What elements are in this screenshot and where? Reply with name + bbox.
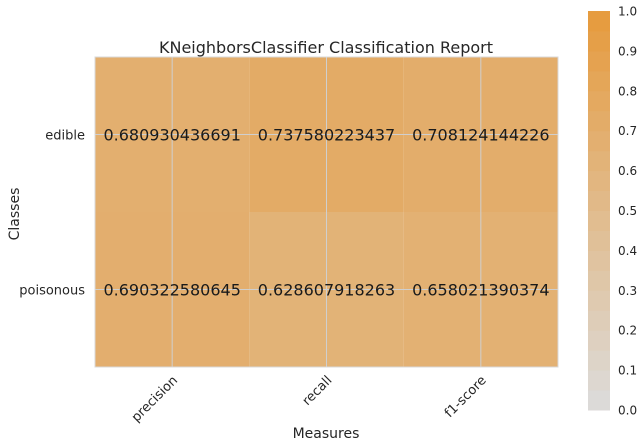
- colorbar-step: [588, 370, 610, 391]
- colorbar-step: [588, 310, 610, 331]
- colorbar-step: [588, 50, 610, 72]
- x-tick-label-precision: precision: [129, 373, 181, 425]
- colorbar-step: [588, 390, 610, 411]
- cell-label-poisonous-recall: 0.628607918263: [258, 281, 395, 300]
- colorbar-step: [588, 90, 610, 112]
- colorbar-tick-label: 0.7: [618, 124, 637, 138]
- colorbar-step: [588, 350, 610, 371]
- colorbar-step: [588, 230, 610, 251]
- colorbar-tick-label: 0.5: [618, 204, 637, 218]
- x-axis-label: Measures: [293, 426, 360, 442]
- colorbar-step: [588, 150, 610, 172]
- y-tick-label-edible: edible: [45, 129, 85, 144]
- x-tick-labels: precision recall f1-score: [129, 373, 490, 425]
- colorbar-step: [588, 190, 610, 211]
- colorbar-tick-label: 1.0: [618, 5, 637, 19]
- cell-label-poisonous-f1-score: 0.658021390374: [412, 281, 549, 300]
- colorbar-step: [588, 330, 610, 351]
- colorbar-step: [588, 110, 610, 132]
- colorbar-tick-label: 0.1: [618, 364, 637, 378]
- chart-title: KNeighborsClassifier Classification Repo…: [159, 38, 493, 57]
- plot-frame: [94, 56, 559, 368]
- y-tick-labels: edible poisonous: [19, 129, 85, 299]
- colorbar-step: [588, 30, 610, 52]
- colorbar-step: [588, 130, 610, 152]
- colorbar-step: [588, 210, 610, 231]
- colorbar-tick-label: 0.8: [618, 84, 637, 98]
- colorbar-tick-label: 0.0: [618, 404, 637, 418]
- colorbar-tick-label: 0.4: [618, 244, 637, 258]
- colorbar-step: [588, 270, 610, 291]
- colorbar-step: [588, 70, 610, 92]
- colorbar-step: [588, 290, 610, 311]
- cell-label-poisonous-precision: 0.690322580645: [103, 281, 240, 300]
- cell-label-edible-f1-score: 0.708124144226: [412, 126, 549, 145]
- colorbar-step: [588, 11, 610, 32]
- colorbar-step: [588, 170, 610, 192]
- colorbar: 0.0 0.1 0.2 0.3 0.4 0.5 0.6 0.7 0.8 0.9 1.0: [588, 5, 637, 418]
- colorbar-tick-label: 0.3: [618, 284, 637, 298]
- colorbar-tick-label: 0.6: [618, 164, 637, 178]
- colorbar-step: [588, 250, 610, 271]
- heatmap-grid: [94, 56, 559, 368]
- colorbar-tick-label: 0.9: [618, 44, 637, 58]
- cell-value-labels: 0.680930436691 0.737580223437 0.7081241442…: [103, 126, 549, 300]
- colorbar-tick-label: 0.2: [618, 324, 637, 338]
- cell-label-edible-precision: 0.680930436691: [103, 126, 240, 145]
- cell-label-edible-recall: 0.737580223437: [258, 126, 395, 145]
- y-tick-label-poisonous: poisonous: [19, 284, 85, 299]
- x-tick-label-f1-score: f1-score: [442, 373, 490, 421]
- x-tick-label-recall: recall: [300, 373, 336, 409]
- y-axis-label: Classes: [7, 188, 23, 241]
